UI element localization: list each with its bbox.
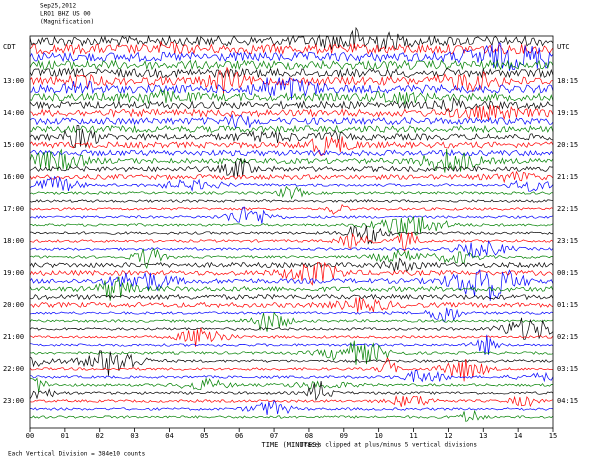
- seismic-trace: [29, 340, 554, 365]
- x-tick-label: 07: [270, 432, 278, 440]
- left-hour-label: 15:00: [3, 141, 24, 149]
- seismic-trace: [30, 399, 554, 415]
- left-hour-label: 18:00: [3, 237, 24, 245]
- x-tick-label: 03: [130, 432, 138, 440]
- footer-text: Traces clipped at plus/minus 5 vertical …: [300, 442, 477, 449]
- x-tick-label: 02: [96, 432, 104, 440]
- seismic-trace: [29, 262, 554, 286]
- x-tick-label: 12: [444, 432, 452, 440]
- seismic-trace: [29, 40, 554, 56]
- right-hour-label: 00:15: [557, 269, 578, 277]
- right-hour-label: 03:15: [557, 365, 578, 373]
- right-hour-label: 02:15: [557, 333, 578, 341]
- seismic-trace: [29, 240, 554, 258]
- seismic-trace: [29, 231, 554, 253]
- x-tick-label: 09: [340, 432, 348, 440]
- seismic-trace: [29, 67, 554, 79]
- seismic-trace: [29, 104, 554, 121]
- seismic-trace: [29, 327, 554, 347]
- x-axis-label: TIME (MINUTES): [261, 441, 320, 449]
- x-tick-label: 13: [479, 432, 487, 440]
- right-hour-label: 21:15: [557, 173, 578, 181]
- x-tick-label: 01: [61, 432, 69, 440]
- left-hour-label: 14:00: [3, 109, 24, 117]
- seismic-trace: [29, 59, 554, 71]
- left-axis-label: CDT: [3, 43, 16, 51]
- seismic-trace: [29, 124, 554, 134]
- header-line: (Magnification): [40, 19, 94, 26]
- header-line: Sep25,2012: [40, 3, 77, 10]
- seismic-trace: [30, 225, 554, 245]
- plot-frame: [29, 35, 554, 429]
- seismic-trace: [29, 257, 554, 273]
- seismic-trace: [29, 113, 554, 130]
- x-tick-label: 15: [549, 432, 557, 440]
- x-tick-label: 04: [165, 432, 173, 440]
- seismic-trace: [29, 170, 554, 184]
- right-hour-label: 01:15: [557, 301, 578, 309]
- right-hour-label: 18:15: [557, 77, 578, 85]
- left-hour-label: 20:00: [3, 301, 24, 309]
- seismic-trace: [29, 26, 554, 52]
- left-hour-label: 13:00: [3, 77, 24, 85]
- seismic-trace: [29, 203, 554, 215]
- seismic-trace: [29, 311, 554, 332]
- seismic-trace: [29, 377, 554, 393]
- x-tick-label: 00: [26, 432, 34, 440]
- seismic-trace: [29, 149, 554, 157]
- seismic-trace: [29, 293, 554, 301]
- seismic-trace: [29, 215, 554, 238]
- x-tick-label: 05: [200, 432, 208, 440]
- traces: [29, 26, 554, 422]
- seismic-trace: [29, 88, 554, 105]
- left-hour-label: 22:00: [3, 365, 24, 373]
- seismic-trace: [29, 66, 554, 94]
- seismic-trace: [29, 357, 553, 382]
- left-hour-label: 23:00: [3, 397, 24, 405]
- x-tick-label: 08: [305, 432, 313, 440]
- x-tick-label: 11: [409, 432, 417, 440]
- seismic-trace: [29, 176, 554, 192]
- seismic-trace: [29, 269, 554, 301]
- seismic-trace: [29, 370, 554, 383]
- seismic-trace: [29, 136, 554, 157]
- left-hour-label: 19:00: [3, 269, 24, 277]
- seismic-trace: [29, 409, 554, 422]
- seismic-trace: [29, 77, 554, 100]
- right-hour-label: 20:15: [557, 141, 578, 149]
- left-hour-label: 17:00: [3, 205, 24, 213]
- seismic-trace: [29, 381, 554, 402]
- seismic-trace: [29, 276, 554, 301]
- left-hour-label: 21:00: [3, 333, 24, 341]
- right-hour-label: 19:15: [557, 109, 578, 117]
- seismic-trace: [29, 124, 554, 149]
- x-tick-label: 10: [374, 432, 382, 440]
- right-hour-label: 23:15: [557, 237, 578, 245]
- seismic-trace: [29, 395, 554, 408]
- seismic-trace: [29, 317, 554, 340]
- seismic-trace: [29, 307, 554, 322]
- x-tick-label: 06: [235, 432, 243, 440]
- seismic-trace: [29, 297, 554, 313]
- header-line: LRO1 BHZ US 00: [40, 11, 91, 18]
- seismic-trace: [29, 185, 554, 200]
- seismic-trace: [29, 42, 554, 71]
- right-hour-label: 04:15: [557, 397, 578, 405]
- seismic-trace: [29, 247, 554, 269]
- x-tick-label: 14: [514, 432, 522, 440]
- right-axis-label: UTC: [557, 43, 570, 51]
- right-hour-label: 22:15: [557, 205, 578, 213]
- seismic-trace: [29, 158, 554, 178]
- seismic-trace: [29, 334, 554, 355]
- seismic-trace: [29, 148, 554, 173]
- seismic-trace: [29, 96, 554, 113]
- footer-text: Each Vertical Division = 384e10 counts: [8, 451, 146, 458]
- left-hour-label: 16:00: [3, 173, 24, 181]
- seismic-trace: [29, 199, 554, 203]
- seismic-trace: [29, 206, 554, 224]
